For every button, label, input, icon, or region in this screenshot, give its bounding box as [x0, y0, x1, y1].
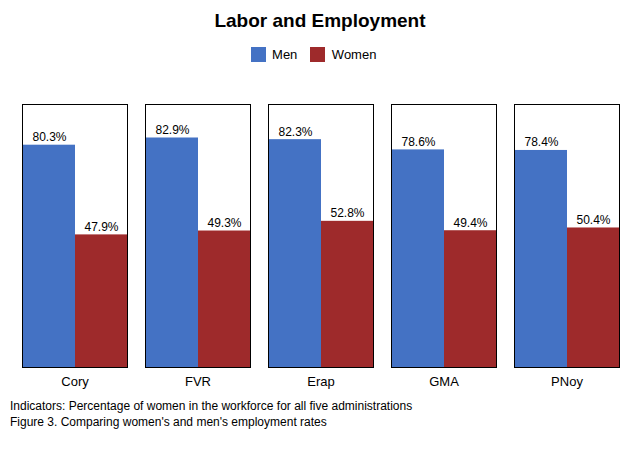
html-text:Men: Men: [272, 47, 298, 62]
svg-text:78.4%: 78.4%: [524, 135, 558, 149]
svg-text:80.3%: 80.3%: [32, 130, 66, 144]
svg-text:50.4%: 50.4%: [576, 212, 610, 226]
svg-text:Cory: Cory: [61, 373, 89, 388]
svg-text:PNoy: PNoy: [551, 373, 583, 388]
svg-text:78.6%: 78.6%: [401, 134, 435, 148]
svg-text:47.9%: 47.9%: [84, 219, 118, 233]
svg-text:49.4%: 49.4%: [453, 215, 487, 229]
html-text:Indicators: Percentage of wome: Indicators: Percentage of women in the w…: [10, 398, 413, 413]
svg-text:GMA: GMA: [429, 373, 459, 388]
svg-text:Erap: Erap: [307, 373, 334, 388]
svg-text:82.9%: 82.9%: [155, 122, 189, 136]
html-text:Labor and Employment: Labor and Employment: [214, 10, 426, 31]
svg-text:49.3%: 49.3%: [207, 216, 241, 230]
html-text:Women: Women: [331, 47, 377, 62]
svg-text:82.3%: 82.3%: [278, 124, 312, 138]
html-text:Figure 3. Comparing women's an: Figure 3. Comparing women's and men's em…: [10, 414, 327, 429]
svg-text:FVR: FVR: [185, 373, 211, 388]
svg-text:52.8%: 52.8%: [330, 206, 364, 220]
